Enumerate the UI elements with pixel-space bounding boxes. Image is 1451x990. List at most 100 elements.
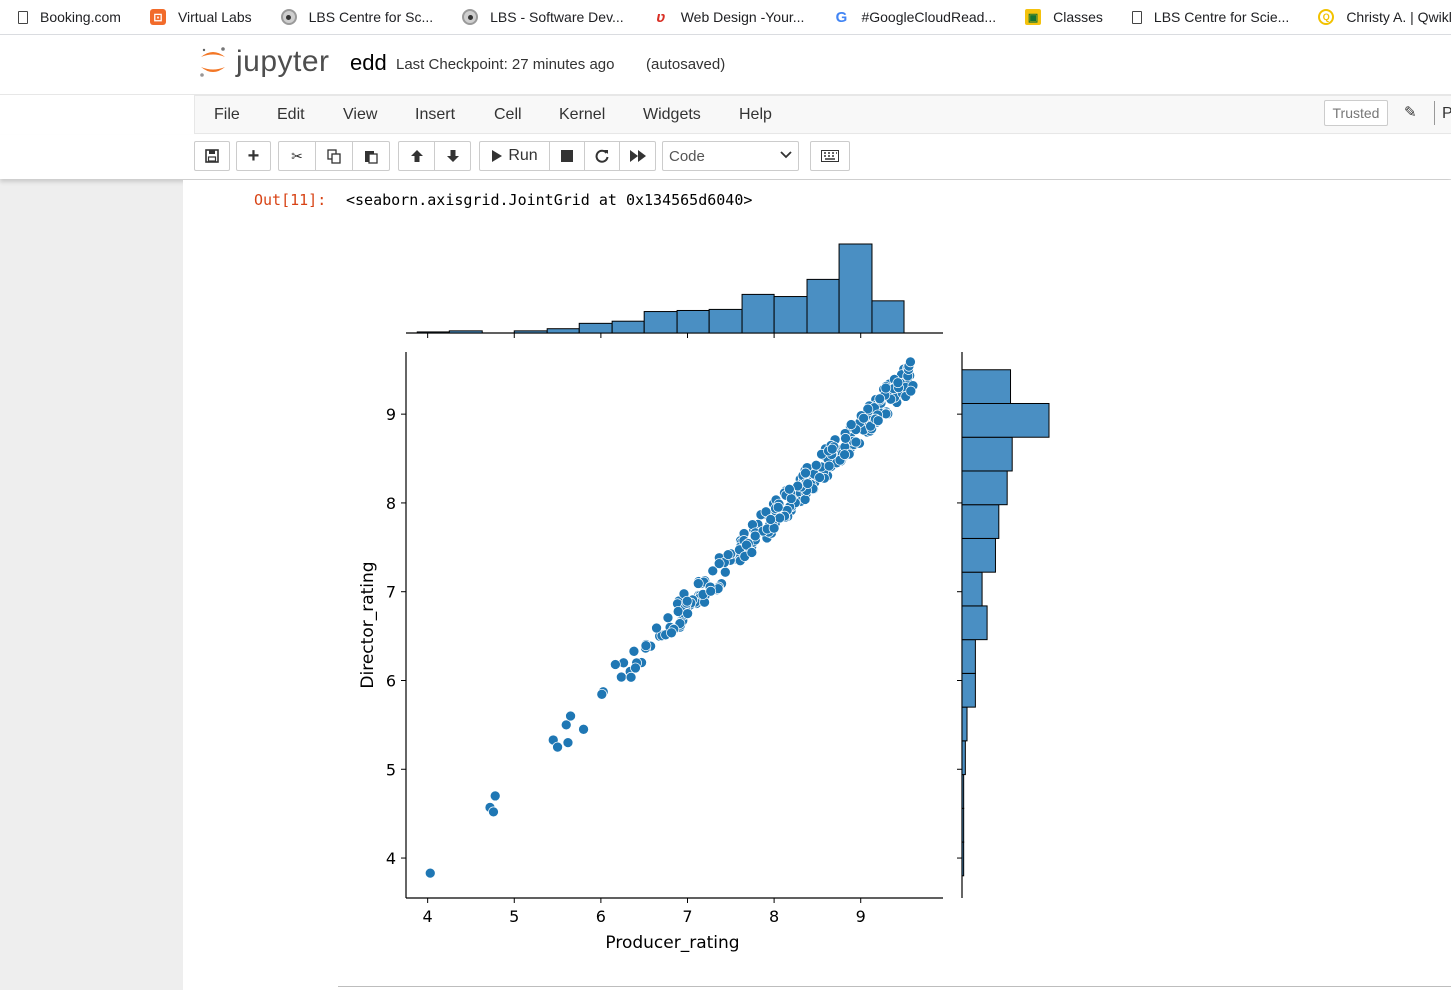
- menu-insert[interactable]: Insert: [415, 106, 456, 123]
- bookmark-label: LBS Centre for Scie...: [1153, 9, 1290, 25]
- menu-kernel[interactable]: Kernel: [559, 106, 606, 123]
- scatter-point: [823, 460, 835, 472]
- scatter-point: [630, 662, 641, 674]
- menu-edit[interactable]: Edit: [277, 106, 305, 123]
- menu-help[interactable]: Help: [739, 106, 772, 123]
- y-marginal-bar: [961, 774, 965, 809]
- scatter-point: [880, 382, 892, 394]
- classes-icon: ▣: [1025, 9, 1042, 25]
- scissors-icon: ✂: [291, 147, 303, 164]
- scatter-point: [705, 585, 717, 597]
- scatter-point: [810, 459, 822, 471]
- scatter-point: [713, 558, 725, 569]
- x-marginal-bar: [871, 300, 905, 334]
- scatter-point: [666, 627, 677, 639]
- bookmark-item[interactable]: G #GoogleCloudRead...: [815, 9, 1007, 26]
- interrupt-button[interactable]: [549, 141, 585, 171]
- bookmarks-bar: Booking.com ⊡ Virtual Labs LBS Centre for S…: [0, 0, 1451, 35]
- output-text: <seaborn.axisgrid.JointGrid at 0x134565d…: [346, 191, 753, 209]
- scatter-point: [858, 412, 870, 424]
- x-marginal-bar: [578, 322, 613, 334]
- insert-cell-button[interactable]: +: [236, 141, 271, 171]
- scatter-point: [784, 483, 795, 495]
- bookmark-item[interactable]: ʋ Web Design -Your...: [635, 9, 816, 26]
- scatter-point: [662, 612, 674, 624]
- y-marginal-bar: [961, 470, 1008, 506]
- y-marginal-bar: [961, 436, 1013, 472]
- menu-widgets[interactable]: Widgets: [643, 106, 701, 123]
- x-marginal-bar: [806, 278, 840, 334]
- x-tick-label: 8: [769, 907, 779, 926]
- scatter-point: [845, 419, 857, 430]
- move-down-button[interactable]: [434, 141, 471, 171]
- chevron-down-icon: [780, 148, 792, 163]
- scatter-point: [565, 710, 576, 722]
- scatter-point: [874, 393, 886, 405]
- save-button[interactable]: [194, 141, 230, 171]
- scatter-point: [560, 719, 572, 731]
- y-marginal-bar: [961, 672, 976, 708]
- x-marginal-bar: [773, 296, 808, 334]
- scatter-point: [719, 566, 731, 578]
- scatter-point: [839, 449, 850, 460]
- scatter-point: [681, 595, 693, 607]
- bookmark-label: Virtual Labs: [177, 9, 252, 25]
- arrow-down-icon: [446, 150, 459, 162]
- fast-forward-icon: [629, 150, 646, 162]
- scatter-point: [814, 472, 825, 483]
- y-marginal-bar: [961, 605, 988, 641]
- bookmark-item[interactable]: LBS Centre for Scie...: [1114, 9, 1300, 25]
- x-marginal-bar: [838, 243, 873, 334]
- scatter-point: [772, 501, 784, 513]
- scatter-point: [692, 578, 704, 589]
- cut-button[interactable]: ✂: [278, 141, 316, 171]
- y-marginal-bar: [961, 639, 976, 674]
- stop-icon: [561, 150, 573, 162]
- scatter-point: [892, 377, 904, 389]
- bookmark-item[interactable]: Q Christy A. | Qwikla: [1300, 9, 1451, 25]
- scatter-point: [424, 867, 436, 879]
- menu-file[interactable]: File: [214, 106, 240, 123]
- menu-bar: File Edit View Insert Cell Kernel Widget…: [0, 95, 1451, 135]
- notebook-name[interactable]: edd: [350, 50, 387, 75]
- bookmark-item[interactable]: LBS Centre for Sc...: [263, 9, 445, 25]
- scatter-point: [596, 688, 608, 700]
- menu-view[interactable]: View: [343, 106, 378, 123]
- y-tick-label: 4: [386, 849, 396, 868]
- bookmark-item[interactable]: ▣ Classes: [1007, 9, 1114, 25]
- scatter-point: [905, 385, 917, 397]
- copy-icon: [326, 148, 341, 164]
- y-tick-label: 8: [386, 494, 396, 513]
- y-marginal-bar: [961, 369, 1012, 404]
- x-marginal-bar: [546, 328, 580, 334]
- paste-icon: [364, 150, 378, 164]
- bookmark-item[interactable]: ⊡ Virtual Labs: [132, 9, 263, 25]
- jupyter-logo[interactable]: jupyter: [198, 44, 330, 80]
- scatter-point: [799, 494, 811, 505]
- file-icon: [18, 10, 28, 24]
- restart-run-all-button[interactable]: [619, 141, 656, 171]
- paste-button[interactable]: [352, 141, 390, 171]
- scatter-point: [562, 737, 574, 748]
- gear-site-icon: [280, 9, 297, 25]
- menu-cell[interactable]: Cell: [494, 106, 522, 123]
- x-tick-label: 4: [423, 907, 433, 926]
- trusted-indicator[interactable]: Trusted: [1324, 100, 1388, 126]
- scatter-point: [741, 539, 752, 551]
- x-marginal-bar: [643, 311, 678, 334]
- edit-pencil-icon[interactable]: ✎: [1404, 104, 1417, 121]
- play-icon: [492, 150, 503, 162]
- gear-site-icon: [462, 9, 479, 25]
- cell-type-select[interactable]: Code: [662, 141, 799, 171]
- command-palette-button[interactable]: [810, 141, 850, 171]
- y-marginal-bar: [961, 571, 983, 607]
- virtual-labs-icon: ⊡: [149, 9, 166, 25]
- scatter-point: [905, 356, 916, 368]
- output-prompt: Out[11]:: [254, 191, 327, 209]
- copy-button[interactable]: [315, 141, 353, 171]
- checkpoint-status: Last Checkpoint: 27 minutes ago: [396, 56, 615, 73]
- scatter-point: [707, 565, 719, 577]
- x-marginal-bar: [416, 331, 450, 334]
- bookmark-item[interactable]: Booking.com: [0, 9, 132, 25]
- bookmark-item[interactable]: LBS - Software Dev...: [444, 9, 635, 25]
